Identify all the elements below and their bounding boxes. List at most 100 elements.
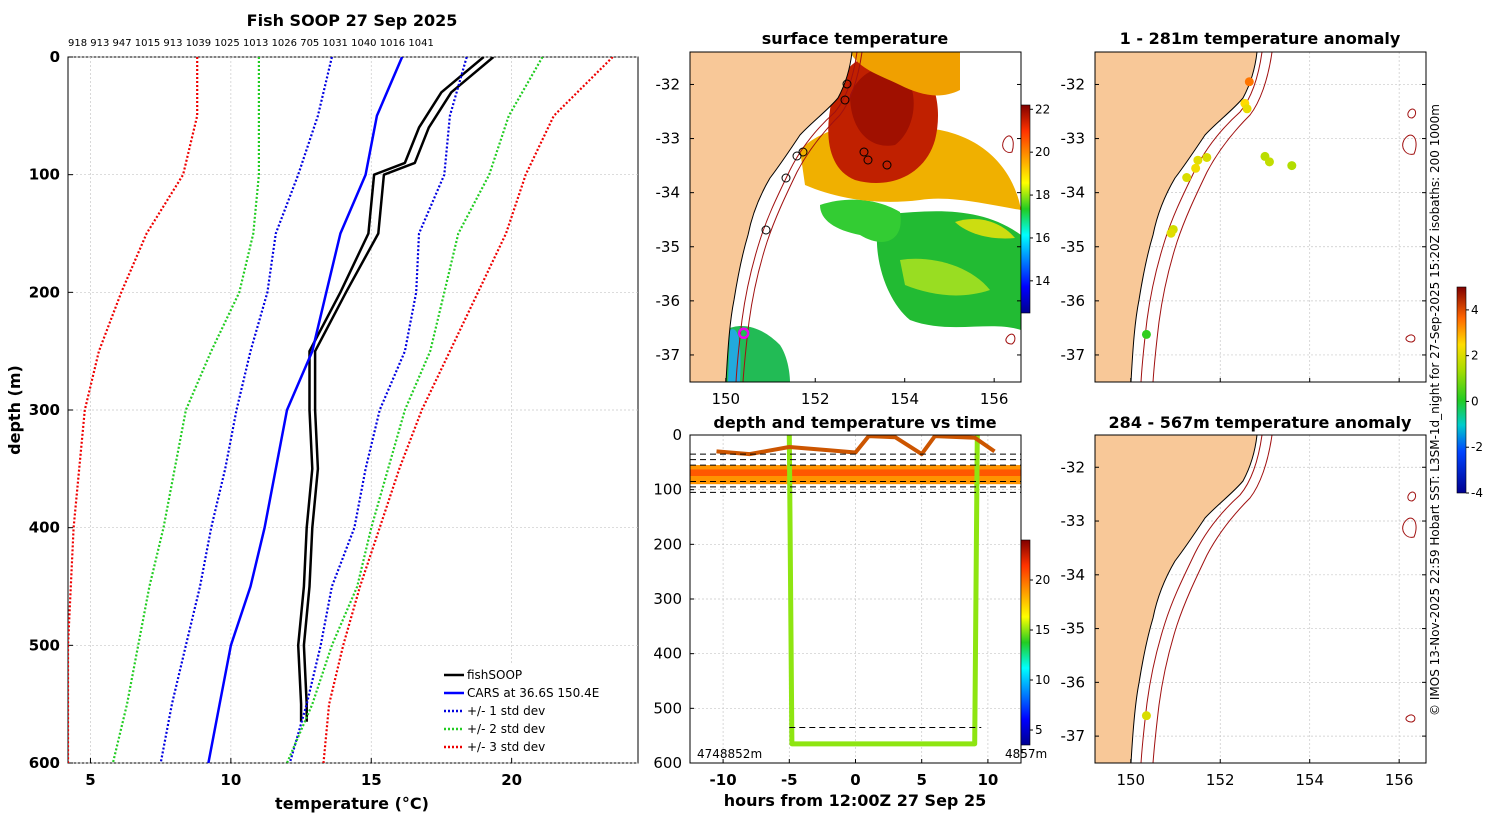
profile-title: Fish SOOP 27 Sep 2025	[247, 11, 458, 30]
anom-lower-ytick-label: -34	[1061, 566, 1086, 584]
sst-ticks: 150 152 154 156 -32 -33 -34 -35 -36 -37	[656, 75, 1021, 408]
depth-time-ytick-label: 300	[653, 590, 682, 608]
depth-time-annotation-right: 4857m	[1005, 747, 1047, 761]
anom-lower-title: 284 - 567m temperature anomaly	[1109, 413, 1412, 432]
profile-ytick-label: 0	[50, 48, 60, 66]
anom-colorbar-tick-label: -2	[1471, 440, 1483, 454]
anom-lower-points	[1141, 711, 1151, 721]
depth-time-xtick-label: 10	[977, 771, 998, 789]
anom-upper-islands	[1402, 108, 1417, 343]
depth-time-band-core	[690, 469, 1021, 476]
sst-ytick-label: -33	[656, 130, 681, 148]
depth-time-colorbar-ticks: 5 10 15 20	[1030, 573, 1050, 737]
depth-time-ytick-label: 200	[653, 535, 682, 553]
profile-series-lower-bound	[111, 57, 260, 763]
legend-std3: +/- 3 std dev	[467, 740, 545, 754]
anom-colorbar: 4 2 0 -2 -4	[1456, 286, 1483, 500]
anom-colorbar-scale	[1456, 286, 1467, 494]
sst-map-layers	[690, 52, 1021, 382]
depth-time-ytick-label: 400	[653, 645, 682, 663]
depth-time-colorbar-tick-label: 20	[1035, 573, 1050, 587]
profile-series-line	[207, 57, 404, 763]
profile-ytick-label: 200	[29, 283, 60, 301]
sst-colorbar-scale	[1020, 104, 1031, 314]
profile-legend: fishSOOP CARS at 36.6S 150.4E +/- 1 std …	[438, 664, 618, 756]
profile-ytick-label: 100	[29, 166, 60, 184]
depth-time-annotation-left: 4748852m	[697, 747, 762, 761]
depth-time-xtick-label: 0	[850, 771, 860, 789]
sst-colorbar-tick-label: 18	[1035, 188, 1050, 202]
sst-islands	[1002, 135, 1016, 345]
profile-series-lower-bound	[68, 57, 199, 763]
sst-isobath-1000	[742, 52, 863, 382]
sst-colorbar-tick-label: 22	[1035, 102, 1050, 116]
depth-time-panel: depth and temperature vs time -10 -5 0 5 100…	[653, 413, 1050, 810]
anom-upper-ytick-label: -34	[1061, 184, 1086, 202]
profile-xlabel: temperature (°C)	[275, 794, 429, 813]
legend-fishsoop: fishSOOP	[467, 668, 522, 682]
anom-upper-ytick-label: -33	[1061, 130, 1086, 148]
anom-upper-point	[1287, 161, 1297, 171]
side-caption: © IMOS 13-Nov-2025 22:59 Hobart SST: L3S…	[1428, 104, 1442, 716]
anom-upper-point	[1264, 157, 1274, 167]
sst-ytick-label: -34	[656, 184, 681, 202]
depth-time-ytick-label: 100	[653, 481, 682, 499]
sst-yellow-streak	[955, 218, 1015, 239]
profile-series-upper-bound	[285, 57, 544, 763]
depth-time-colorbar-tick-label: 10	[1035, 673, 1050, 687]
anom-lower-panel: 284 - 567m temperature anomaly 150 152 154…	[1061, 413, 1427, 789]
depth-time-ytick-label: 0	[672, 426, 682, 444]
anom-lower-ytick-label: -32	[1061, 458, 1086, 476]
profile-series	[68, 57, 614, 763]
sst-colorbar-ticks: 14 16 18 20 22	[1030, 102, 1050, 288]
sst-panel: surface temperature	[656, 29, 1051, 408]
profile-top-labels: 918 913 947 1015 913 1039 1025 1013 1026…	[68, 38, 434, 49]
anom-upper-point	[1191, 163, 1201, 173]
sst-ytick-label: -35	[656, 238, 681, 256]
depth-time-xtick-label: -5	[781, 771, 798, 789]
anom-upper-map-layers	[1095, 52, 1417, 382]
anom-upper-point	[1166, 228, 1176, 238]
anom-colorbar-ticks: 4 2 0 -2 -4	[1466, 303, 1483, 500]
sst-colorbar: 14 16 18 20 22	[1020, 102, 1050, 314]
profile-series-upper-bound	[322, 57, 614, 763]
sst-land	[690, 52, 853, 382]
anom-upper-ytick-label: -32	[1061, 75, 1086, 93]
anom-lower-ytick-label: -36	[1061, 673, 1086, 691]
anom-upper-land	[1095, 52, 1258, 382]
profile-xtick-label: 15	[361, 771, 382, 789]
anom-upper-point	[1244, 77, 1254, 87]
sst-xtick-label: 152	[801, 390, 830, 408]
depth-time-marks	[690, 435, 1021, 747]
sst-north-warm	[850, 52, 960, 96]
profile-xtick-label: 20	[501, 771, 522, 789]
sst-colorbar-tick-label: 14	[1035, 274, 1050, 288]
anom-lower-islands	[1402, 491, 1417, 723]
anom-upper-panel: 1 - 281m temperature anomaly -32-33-34-3…	[1061, 29, 1427, 383]
anom-lower-ytick-label: -35	[1061, 620, 1086, 638]
anom-colorbar-tick-label: -4	[1471, 486, 1483, 500]
anom-lower-xtick-label: 154	[1295, 771, 1324, 789]
legend-cars: CARS at 36.6S 150.4E	[467, 686, 599, 700]
anom-lower-xtick-label: 156	[1385, 771, 1414, 789]
depth-time-ytick-label: 500	[653, 699, 682, 717]
depth-time-colorbar-scale	[1020, 539, 1031, 746]
sst-xtick-label: 154	[890, 390, 919, 408]
sst-ytick-label: -36	[656, 292, 681, 310]
sst-ytick-label: -32	[656, 75, 681, 93]
anom-lower-ytick-label: -37	[1061, 727, 1086, 745]
anom-upper-ytick-label: -37	[1061, 346, 1086, 364]
depth-time-surface-trace	[716, 435, 996, 457]
legend-std2: +/- 2 std dev	[467, 722, 545, 736]
anom-lower-land	[1095, 435, 1258, 763]
profile-series-line	[296, 57, 485, 722]
sst-xtick-label: 150	[711, 390, 740, 408]
legend-std1: +/- 1 std dev	[467, 704, 545, 718]
depth-time-ytick-label: 600	[653, 754, 682, 772]
sst-colorbar-tick-label: 20	[1035, 145, 1050, 159]
anom-upper-ytick-label: -35	[1061, 238, 1086, 256]
anom-upper-isobath-1000	[1152, 52, 1273, 382]
anom-upper-point	[1141, 329, 1151, 339]
depth-time-colorbar-tick-label: 5	[1035, 723, 1043, 737]
